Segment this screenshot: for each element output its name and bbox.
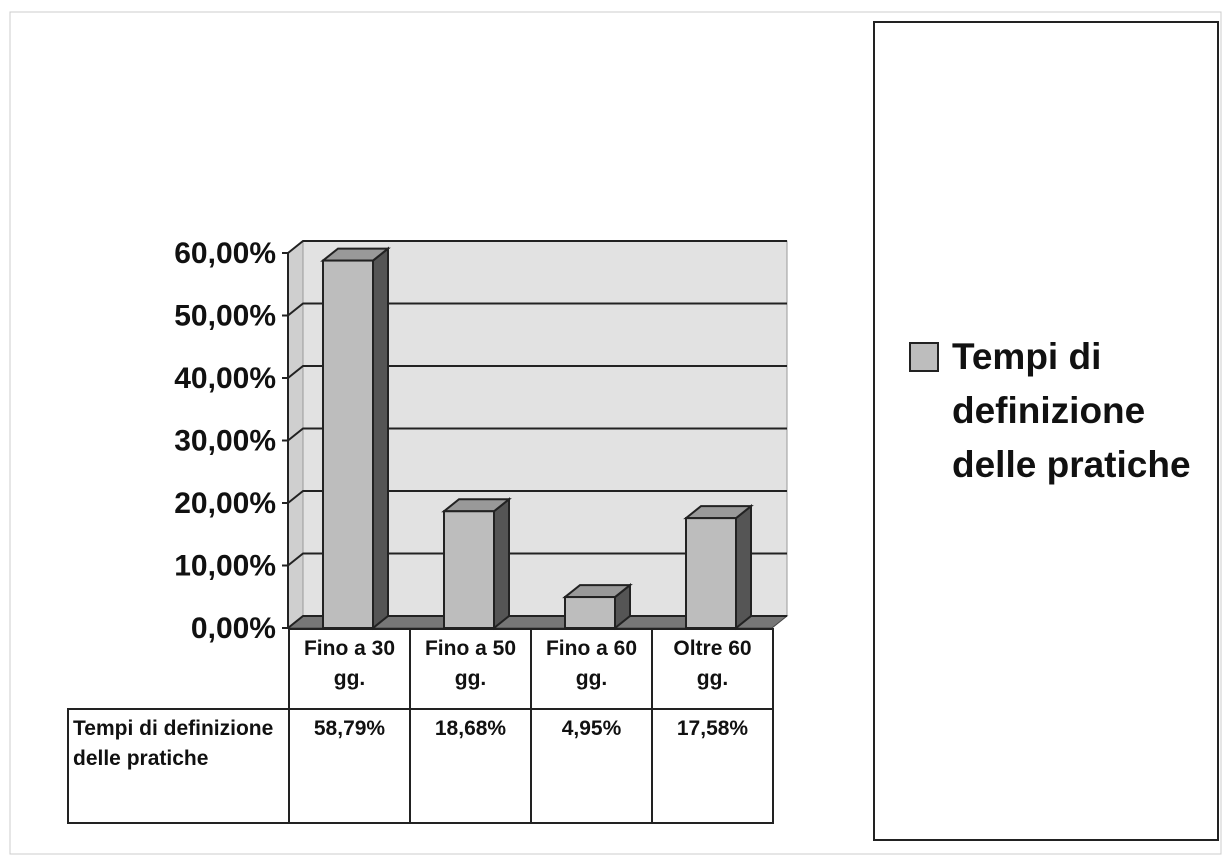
value-label: 18,68% [409, 708, 532, 824]
grid-line [287, 552, 787, 567]
legend-swatch [909, 342, 939, 372]
y-tick-label: 20,00% [174, 487, 276, 520]
grid-line [287, 490, 787, 504]
bar-front [685, 517, 737, 629]
value-label: 4,95% [530, 708, 653, 824]
y-tick-label: 50,00% [174, 300, 276, 333]
bar [683, 504, 754, 631]
grid-line [287, 302, 787, 317]
grid-line [287, 240, 787, 254]
bar-front [564, 596, 616, 629]
legend-box [873, 21, 1219, 841]
x-tick-label: Oltre 60 gg. [651, 628, 774, 710]
x-tick-label: Fino a 30 gg. [288, 628, 411, 710]
bar-side [735, 504, 752, 631]
y-tick-label: 0,00% [191, 612, 276, 645]
bar [320, 246, 391, 631]
table-header: Tempi di definizione delle pratiche [67, 708, 290, 824]
bar-front [443, 510, 495, 629]
x-tick-label: Fino a 60 gg. [530, 628, 653, 710]
bar-front [322, 259, 374, 629]
value-label: 58,79% [288, 708, 411, 824]
y-tick-label: 30,00% [174, 425, 276, 458]
x-tick-label: Fino a 50 gg. [409, 628, 532, 710]
legend-label: Tempi di definizione delle pratiche [952, 336, 1191, 485]
value-label: 17,58% [651, 708, 774, 824]
grid-line [287, 365, 787, 379]
y-tick-label: 60,00% [174, 237, 276, 270]
bar-side [493, 497, 510, 631]
grid-line [287, 427, 787, 442]
bar-side [372, 246, 389, 631]
y-tick-label: 40,00% [174, 362, 276, 395]
bar [441, 497, 512, 631]
outer-frame [9, 11, 1222, 855]
y-tick-label: 10,00% [174, 550, 276, 583]
bar [562, 582, 633, 631]
